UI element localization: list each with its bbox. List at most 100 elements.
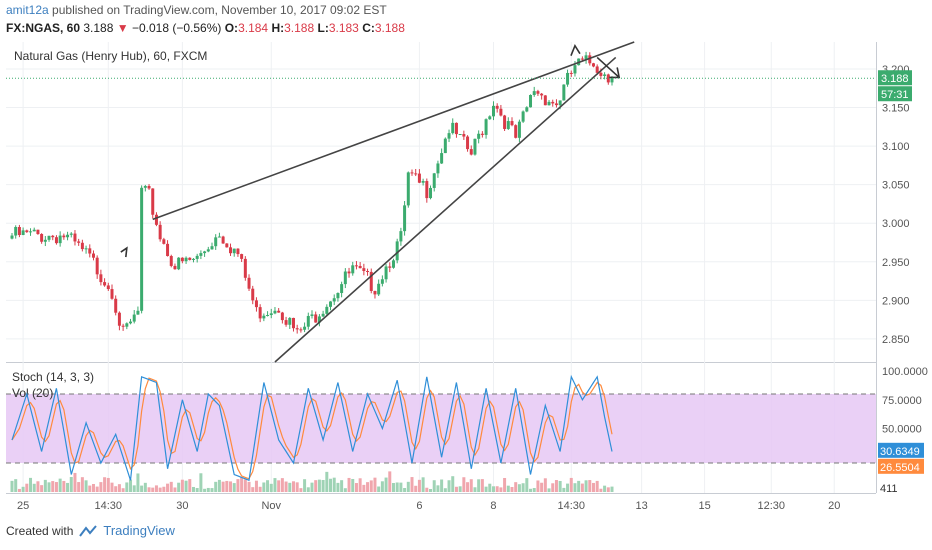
candle-body xyxy=(469,149,473,155)
volume-bar xyxy=(288,482,292,492)
candle-body xyxy=(188,257,192,260)
volume-bar xyxy=(495,486,499,492)
volume-bar xyxy=(169,481,173,492)
close-label: C: xyxy=(362,21,375,35)
candle-body xyxy=(203,251,207,254)
candle-body xyxy=(84,248,88,250)
candle-body xyxy=(610,78,614,83)
candle-body xyxy=(317,316,321,323)
candle-body xyxy=(569,72,573,74)
candle-body xyxy=(199,253,203,256)
volume-bar xyxy=(125,482,129,492)
candle-body xyxy=(284,320,288,325)
candle-body xyxy=(436,163,440,174)
candle-body xyxy=(147,185,151,189)
candle-body xyxy=(225,243,229,248)
volume-bar xyxy=(566,483,570,492)
volume-bar xyxy=(558,480,562,492)
volume-bar xyxy=(466,482,470,492)
volume-bar xyxy=(447,480,451,492)
candle-body xyxy=(243,258,247,278)
volume-bar xyxy=(377,486,381,492)
volume-bar xyxy=(147,487,151,492)
volume-bar xyxy=(80,477,84,492)
candle-body xyxy=(499,108,503,116)
high-label: H: xyxy=(271,21,285,35)
price-tick-label: 2.950 xyxy=(882,257,910,269)
author-link[interactable]: amit12a xyxy=(6,3,49,17)
volume-bar xyxy=(177,482,181,492)
volume-bar xyxy=(395,482,399,492)
volume-bar xyxy=(451,476,455,492)
candle-body xyxy=(580,58,584,60)
candle-body xyxy=(247,277,251,289)
candle-body xyxy=(354,265,358,267)
volume-bar xyxy=(443,488,447,492)
volume-bar xyxy=(429,488,433,492)
candle-body xyxy=(58,235,62,244)
low-label: L: xyxy=(317,21,329,35)
volume-bar xyxy=(214,481,218,492)
candle-body xyxy=(473,138,477,155)
price-tick-label: 3.000 xyxy=(882,218,910,230)
candle-body xyxy=(340,284,344,294)
candle-body xyxy=(110,289,114,299)
publish-line: amit12a published on TradingView.com, No… xyxy=(6,3,387,17)
candle-body xyxy=(173,265,177,270)
volume-bar xyxy=(595,480,599,492)
volume-bar xyxy=(351,478,355,492)
price-tick-label: 3.100 xyxy=(882,141,910,153)
change-down-icon: ▼ xyxy=(116,21,129,35)
volume-bar xyxy=(206,487,210,492)
candle-body xyxy=(154,214,158,225)
candle-body xyxy=(510,121,514,126)
candle-body xyxy=(10,235,14,239)
volume-bar xyxy=(266,480,270,492)
candle-body xyxy=(529,94,533,108)
volume-bar xyxy=(84,480,88,492)
volume-bar xyxy=(54,482,58,492)
candle-body xyxy=(236,248,240,255)
candle-body xyxy=(395,241,399,261)
candle-body xyxy=(380,279,384,284)
candle-body xyxy=(43,239,47,242)
candle-body xyxy=(399,231,403,242)
volume-bar xyxy=(336,482,340,492)
volume-bar xyxy=(77,482,81,492)
volume-bar xyxy=(369,480,373,492)
candle-body xyxy=(232,248,236,254)
candle-body xyxy=(273,310,277,314)
candle-body xyxy=(106,285,110,290)
volume-bar xyxy=(373,477,377,492)
stoch-d-tag-label: 26.5504 xyxy=(880,462,920,474)
candle-body xyxy=(29,231,33,233)
candle-body xyxy=(321,313,325,317)
volume-bar xyxy=(532,488,536,492)
volume-bar xyxy=(99,482,103,492)
candle-body xyxy=(406,172,410,206)
volume-bar xyxy=(166,483,170,492)
volume-bar xyxy=(210,488,214,492)
candle-body xyxy=(136,310,140,315)
volume-bar xyxy=(347,477,351,492)
candle-body xyxy=(306,315,310,327)
candle-body xyxy=(595,66,599,73)
candle-body xyxy=(91,253,95,258)
volume-bar xyxy=(547,488,551,492)
chart-area[interactable]: 3.2003.1503.1003.0503.0002.9502.9002.850… xyxy=(0,40,932,515)
volume-bar xyxy=(303,479,307,492)
candle-body xyxy=(588,55,592,64)
candle-body xyxy=(195,255,199,259)
volume-bar xyxy=(588,480,592,492)
volume-bar xyxy=(521,483,525,492)
candle-body xyxy=(377,283,381,295)
tradingview-brand[interactable]: TradingView xyxy=(103,523,175,538)
candle-body xyxy=(421,181,425,183)
volume-bar xyxy=(366,482,370,492)
candle-body xyxy=(591,63,595,67)
volume-bar xyxy=(69,477,73,492)
candle-body xyxy=(325,306,329,314)
candle-body xyxy=(214,237,218,247)
volume-bar xyxy=(354,483,358,492)
candle-body xyxy=(184,257,188,262)
